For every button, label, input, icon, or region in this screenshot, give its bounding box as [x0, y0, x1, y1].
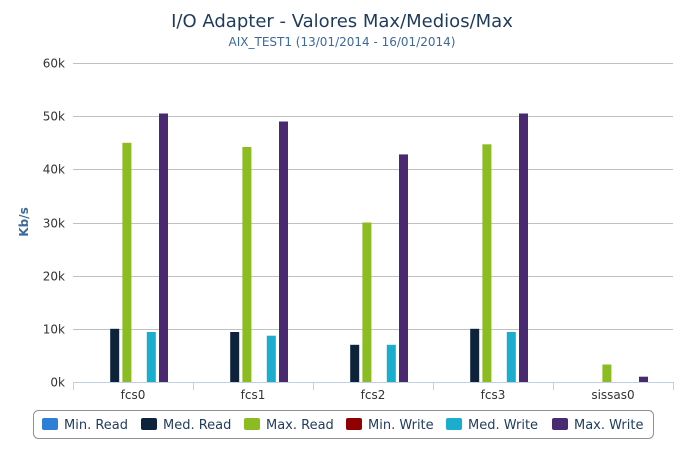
bar-max-write-fcs3[interactable]	[519, 113, 528, 383]
bar-med-read-fcs1[interactable]	[230, 332, 240, 382]
legend-item-med-read[interactable]: Med. Read	[141, 418, 231, 433]
axes: 0k 10k 20k 30k 40k 50k 60k fcs0 fcs1 fcs2 fcs3 siss…	[43, 57, 674, 402]
x-tick-label: fcs1	[241, 388, 266, 402]
legend-swatch	[42, 418, 58, 430]
legend-label: Med. Read	[163, 418, 231, 433]
bar-max-read-fcs3[interactable]	[482, 144, 492, 382]
y-tick-label: 10k	[43, 323, 65, 337]
legend-label: Max. Read	[266, 418, 334, 433]
y-tick-label: 50k	[43, 110, 65, 124]
gridlines	[73, 63, 673, 383]
legend-swatch	[141, 418, 157, 430]
legend-item-max-write[interactable]: Max. Write	[552, 418, 643, 433]
bar-max-write-fcs2[interactable]	[399, 154, 408, 382]
bar-max-write-sissas0[interactable]	[639, 376, 648, 382]
bar-med-write-fcs2[interactable]	[386, 344, 396, 382]
legend-swatch	[552, 418, 568, 430]
x-tick-label: fcs0	[121, 388, 146, 402]
bar-med-write-fcs0[interactable]	[146, 332, 156, 382]
legend-item-max-read[interactable]: Max. Read	[244, 418, 334, 433]
bar-max-read-fcs2[interactable]	[362, 222, 372, 383]
x-tick-label: fcs3	[481, 388, 506, 402]
legend-swatch	[244, 418, 260, 430]
bar-max-read-fcs1[interactable]	[242, 147, 252, 382]
bar-max-read-sissas0[interactable]	[602, 364, 612, 383]
legend-item-min-read[interactable]: Min. Read	[42, 418, 128, 433]
bar-med-write-fcs1[interactable]	[266, 335, 276, 382]
y-axis-label: Kb/s	[17, 207, 31, 236]
legend-swatch	[446, 418, 462, 430]
x-tick-label: sissas0	[591, 388, 634, 402]
legend-label: Med. Write	[468, 418, 538, 433]
bar-med-write-fcs3[interactable]	[506, 332, 516, 382]
y-tick-label: 40k	[43, 163, 65, 177]
x-tick-label: fcs2	[361, 388, 386, 402]
legend-item-min-write[interactable]: Min. Write	[346, 418, 434, 433]
chart-subtitle: AIX_TEST1 (13/01/2014 - 16/01/2014)	[229, 35, 456, 49]
legend-swatch	[346, 418, 362, 430]
bars	[110, 113, 648, 383]
bar-med-read-fcs2[interactable]	[350, 344, 360, 382]
legend: Min. Read Med. Read Max. Read Min. Write Med…	[33, 410, 654, 439]
legend-item-med-write[interactable]: Med. Write	[446, 418, 538, 433]
legend-label: Max. Write	[574, 418, 643, 433]
bar-max-write-fcs0[interactable]	[159, 113, 168, 383]
legend-label: Min. Write	[368, 418, 434, 433]
y-tick-label: 30k	[43, 217, 65, 231]
chart-title: I/O Adapter - Valores Max/Medios/Max	[171, 11, 513, 32]
legend-box	[33, 410, 654, 439]
y-tick-label: 20k	[43, 270, 65, 284]
y-tick-label: 60k	[43, 57, 65, 71]
legend-label: Min. Read	[64, 418, 128, 433]
bar-max-write-fcs1[interactable]	[279, 121, 288, 383]
y-tick-label: 0k	[50, 376, 65, 390]
bar-med-read-fcs3[interactable]	[470, 328, 480, 382]
bar-med-read-fcs0[interactable]	[110, 328, 120, 382]
bar-max-read-fcs0[interactable]	[122, 142, 132, 383]
